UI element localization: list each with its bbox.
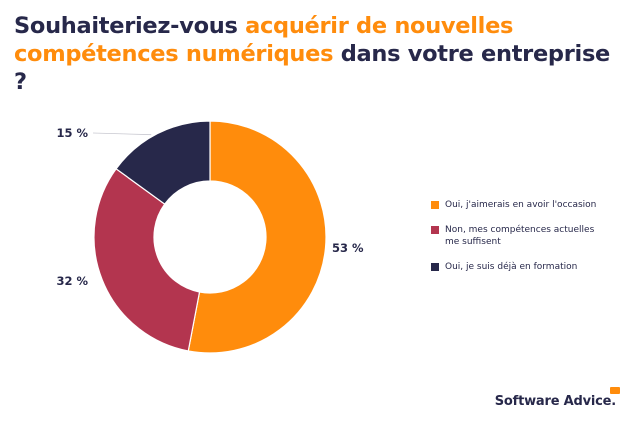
legend-swatch-crimson [431,226,439,234]
chart-title: Souhaiteriez-vous acquérir de nouvelles … [14,12,624,96]
legend-label: Oui, j'aimerais en avoir l'occasion [445,200,597,210]
chart-legend: Oui, j'aimerais en avoir l'occasion Non,… [431,199,621,286]
leader-line [92,132,152,136]
value-label: 15 % [56,126,88,140]
title-part-2-highlight: acquérir de nouvelles compétences numéri… [14,13,514,67]
slice-yes-in-training [115,120,211,205]
software-advice-logo-icon [610,387,620,394]
title-part-3: dans votre entreprise ? [14,41,610,95]
legend-swatch-navy [431,263,439,271]
legend-item-no-sufficient: Non, mes compétences actuelles me suffis… [431,224,621,248]
slice-yes-opportunity [187,120,327,354]
legend-item-yes-in-training: Oui, je suis déjà en formation [431,261,621,273]
legend-label: Non, mes compétences actuelles me suffis… [445,225,595,247]
legend-label: Oui, je suis déjà en formation [445,262,578,272]
software-advice-logo: Software Advice. [494,394,616,409]
legend-swatch-orange [431,201,439,209]
value-label: 32 % [56,274,88,288]
legend-item-yes-opportunity: Oui, j'aimerais en avoir l'occasion [431,199,621,211]
slice-no-sufficient [93,167,201,352]
value-label: 53 % [332,241,364,255]
title-part-1: Souhaiteriez-vous [14,13,246,39]
